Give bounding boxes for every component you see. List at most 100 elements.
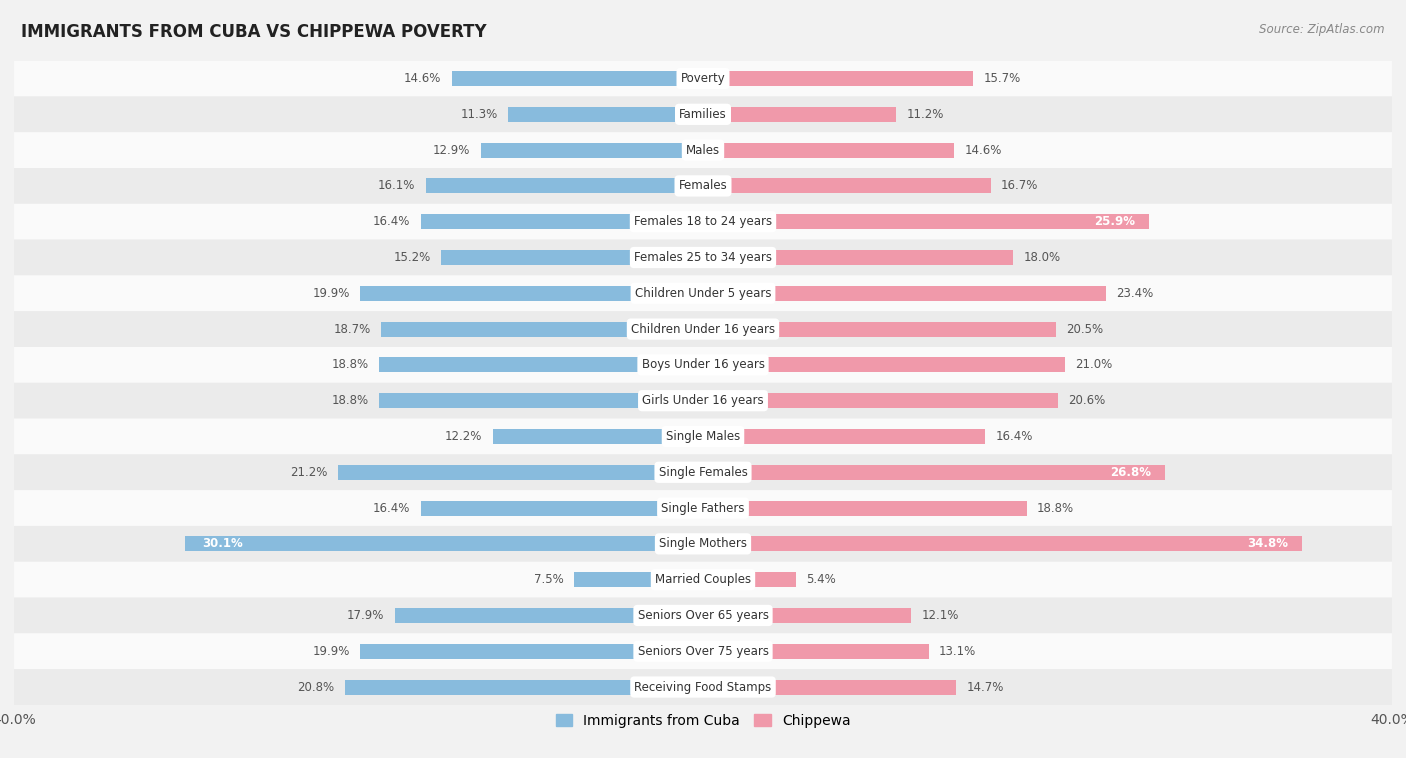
Text: 16.4%: 16.4%: [373, 215, 411, 228]
Bar: [420, 215, 703, 229]
Text: Seniors Over 75 years: Seniors Over 75 years: [637, 645, 769, 658]
Text: 21.2%: 21.2%: [290, 465, 328, 479]
FancyBboxPatch shape: [14, 383, 1392, 418]
Text: 12.9%: 12.9%: [433, 143, 471, 157]
Bar: [703, 644, 928, 659]
FancyBboxPatch shape: [14, 526, 1392, 562]
Text: 14.6%: 14.6%: [404, 72, 441, 85]
Bar: [426, 178, 703, 193]
Bar: [395, 608, 703, 623]
Text: 12.2%: 12.2%: [446, 430, 482, 443]
Text: 7.5%: 7.5%: [534, 573, 564, 586]
Text: Single Mothers: Single Mothers: [659, 537, 747, 550]
Text: 18.8%: 18.8%: [332, 394, 368, 407]
Bar: [703, 357, 1064, 372]
Bar: [703, 107, 896, 122]
Bar: [703, 393, 1057, 409]
FancyBboxPatch shape: [14, 312, 1392, 347]
FancyBboxPatch shape: [14, 204, 1392, 240]
Text: IMMIGRANTS FROM CUBA VS CHIPPEWA POVERTY: IMMIGRANTS FROM CUBA VS CHIPPEWA POVERTY: [21, 23, 486, 41]
Bar: [360, 644, 703, 659]
Text: 11.2%: 11.2%: [907, 108, 943, 121]
Text: 14.6%: 14.6%: [965, 143, 1002, 157]
FancyBboxPatch shape: [14, 669, 1392, 705]
Bar: [703, 321, 1056, 337]
Text: 34.8%: 34.8%: [1247, 537, 1289, 550]
FancyBboxPatch shape: [14, 347, 1392, 383]
FancyBboxPatch shape: [14, 418, 1392, 454]
Text: Families: Families: [679, 108, 727, 121]
Bar: [337, 465, 703, 480]
Bar: [703, 143, 955, 158]
Text: Source: ZipAtlas.com: Source: ZipAtlas.com: [1260, 23, 1385, 36]
Text: 5.4%: 5.4%: [807, 573, 837, 586]
Text: 30.1%: 30.1%: [202, 537, 243, 550]
Bar: [494, 429, 703, 444]
Text: Children Under 5 years: Children Under 5 years: [634, 287, 772, 300]
Text: 26.8%: 26.8%: [1109, 465, 1152, 479]
Text: 12.1%: 12.1%: [922, 609, 959, 622]
Text: 23.4%: 23.4%: [1116, 287, 1153, 300]
Bar: [451, 71, 703, 86]
Bar: [703, 429, 986, 444]
FancyBboxPatch shape: [14, 454, 1392, 490]
Bar: [509, 107, 703, 122]
Text: Married Couples: Married Couples: [655, 573, 751, 586]
Text: 20.5%: 20.5%: [1066, 323, 1104, 336]
Text: 25.9%: 25.9%: [1094, 215, 1135, 228]
Text: 18.7%: 18.7%: [333, 323, 371, 336]
Text: 11.3%: 11.3%: [461, 108, 498, 121]
Text: 18.0%: 18.0%: [1024, 251, 1060, 264]
Bar: [703, 679, 956, 694]
Bar: [360, 286, 703, 301]
Text: Seniors Over 65 years: Seniors Over 65 years: [637, 609, 769, 622]
FancyBboxPatch shape: [14, 168, 1392, 204]
Text: Single Females: Single Females: [658, 465, 748, 479]
FancyBboxPatch shape: [14, 61, 1392, 96]
Text: Single Fathers: Single Fathers: [661, 502, 745, 515]
Text: 21.0%: 21.0%: [1076, 359, 1112, 371]
Text: Receiving Food Stamps: Receiving Food Stamps: [634, 681, 772, 694]
FancyBboxPatch shape: [14, 132, 1392, 168]
FancyBboxPatch shape: [14, 562, 1392, 597]
Text: 16.1%: 16.1%: [378, 180, 415, 193]
Text: Females 25 to 34 years: Females 25 to 34 years: [634, 251, 772, 264]
Bar: [703, 215, 1149, 229]
Text: Males: Males: [686, 143, 720, 157]
Bar: [184, 537, 703, 551]
Bar: [703, 286, 1107, 301]
Bar: [703, 537, 1302, 551]
FancyBboxPatch shape: [14, 490, 1392, 526]
Bar: [481, 143, 703, 158]
Text: Females 18 to 24 years: Females 18 to 24 years: [634, 215, 772, 228]
Text: 16.7%: 16.7%: [1001, 180, 1039, 193]
Text: 16.4%: 16.4%: [373, 502, 411, 515]
Text: Poverty: Poverty: [681, 72, 725, 85]
Bar: [441, 250, 703, 265]
Bar: [381, 321, 703, 337]
Text: 19.9%: 19.9%: [312, 645, 350, 658]
Text: 13.1%: 13.1%: [939, 645, 976, 658]
Legend: Immigrants from Cuba, Chippewa: Immigrants from Cuba, Chippewa: [550, 708, 856, 734]
Bar: [703, 178, 991, 193]
Bar: [380, 393, 703, 409]
Text: 17.9%: 17.9%: [347, 609, 384, 622]
Text: 15.2%: 15.2%: [394, 251, 430, 264]
Text: Single Males: Single Males: [666, 430, 740, 443]
Bar: [703, 572, 796, 587]
Bar: [344, 679, 703, 694]
Text: Girls Under 16 years: Girls Under 16 years: [643, 394, 763, 407]
FancyBboxPatch shape: [14, 634, 1392, 669]
FancyBboxPatch shape: [14, 597, 1392, 634]
Text: 16.4%: 16.4%: [995, 430, 1033, 443]
Text: 19.9%: 19.9%: [312, 287, 350, 300]
Bar: [703, 71, 973, 86]
Bar: [420, 500, 703, 515]
Text: 20.6%: 20.6%: [1069, 394, 1105, 407]
Text: 14.7%: 14.7%: [966, 681, 1004, 694]
Text: Boys Under 16 years: Boys Under 16 years: [641, 359, 765, 371]
Bar: [703, 608, 911, 623]
Bar: [574, 572, 703, 587]
Text: Children Under 16 years: Children Under 16 years: [631, 323, 775, 336]
FancyBboxPatch shape: [14, 240, 1392, 275]
